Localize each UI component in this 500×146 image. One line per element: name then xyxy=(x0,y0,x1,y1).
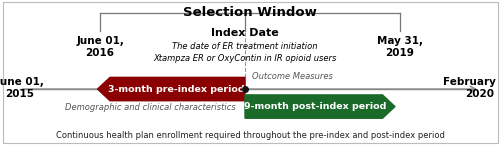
Text: May 31,
2019: May 31, 2019 xyxy=(377,36,423,58)
Text: Continuous health plan enrollment required throughout the pre-index and post-ind: Continuous health plan enrollment requir… xyxy=(56,131,444,140)
Text: February 29,
2020: February 29, 2020 xyxy=(442,77,500,99)
Text: June 01,
2016: June 01, 2016 xyxy=(76,36,124,58)
Text: The date of ER treatment initiation: The date of ER treatment initiation xyxy=(172,42,318,51)
Text: June 01,
2015: June 01, 2015 xyxy=(0,77,44,99)
Text: Demographic and clinical characteristics: Demographic and clinical characteristics xyxy=(65,103,236,112)
Text: Outcome Measures: Outcome Measures xyxy=(252,72,334,81)
Polygon shape xyxy=(245,95,395,118)
Text: Selection Window: Selection Window xyxy=(183,6,317,19)
Text: Index Date: Index Date xyxy=(211,28,279,38)
Text: 3-month pre-index period: 3-month pre-index period xyxy=(108,85,244,94)
Text: 9-month post-index period: 9-month post-index period xyxy=(244,102,386,111)
Polygon shape xyxy=(98,77,245,101)
Text: Xtampza ER or OxyContin in IR opioid users: Xtampza ER or OxyContin in IR opioid use… xyxy=(154,54,336,63)
